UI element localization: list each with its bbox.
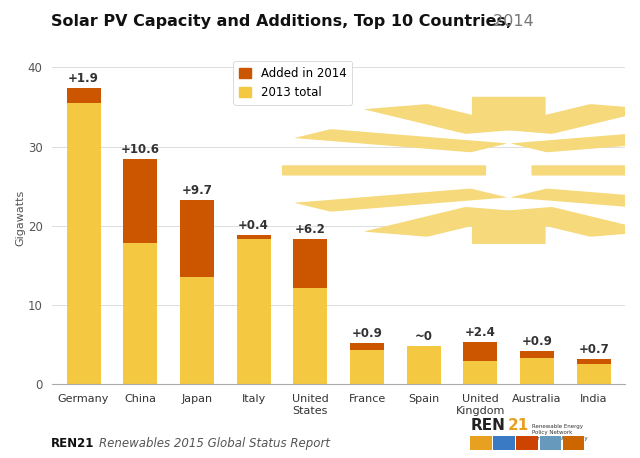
FancyBboxPatch shape [364, 104, 529, 134]
FancyBboxPatch shape [489, 207, 640, 237]
Bar [407, 346, 441, 384]
Text: 21: 21 [508, 418, 529, 433]
FancyBboxPatch shape [472, 97, 546, 125]
Bar [520, 351, 554, 358]
Bar [124, 159, 157, 243]
Text: +6.2: +6.2 [295, 223, 326, 236]
Text: REN21: REN21 [51, 437, 95, 450]
Bar [124, 243, 157, 384]
FancyBboxPatch shape [295, 189, 507, 212]
Bar [350, 343, 384, 350]
Bar [67, 88, 100, 103]
Text: +0.7: +0.7 [579, 343, 609, 356]
FancyBboxPatch shape [511, 129, 640, 152]
Legend: Added in 2014, 2013 total: Added in 2014, 2013 total [234, 61, 352, 104]
Bar [237, 239, 271, 384]
Text: Solar PV Capacity and Additions, Top 10 Countries,: Solar PV Capacity and Additions, Top 10 … [51, 14, 513, 29]
FancyBboxPatch shape [472, 216, 546, 244]
Text: +2.4: +2.4 [465, 326, 496, 339]
Text: +1.9: +1.9 [68, 72, 99, 85]
Bar [293, 239, 327, 289]
Y-axis label: Gigawatts: Gigawatts [15, 190, 25, 246]
Bar [237, 235, 271, 239]
Text: 2014: 2014 [488, 14, 533, 29]
Text: Renewable Energy
Policy Network
for the 21st Century: Renewable Energy Policy Network for the … [532, 424, 588, 441]
Bar [520, 358, 554, 384]
Text: REN: REN [470, 418, 505, 433]
FancyBboxPatch shape [489, 104, 640, 134]
Text: +0.9: +0.9 [351, 327, 383, 340]
Bar [293, 289, 327, 384]
Bar [577, 365, 611, 384]
FancyBboxPatch shape [531, 165, 640, 175]
FancyBboxPatch shape [282, 165, 486, 175]
Bar [180, 200, 214, 277]
Bar [463, 361, 497, 384]
FancyBboxPatch shape [295, 129, 507, 152]
Text: +10.6: +10.6 [121, 143, 160, 156]
Bar [463, 342, 497, 361]
Text: ~0: ~0 [415, 330, 433, 343]
Bar [350, 350, 384, 384]
Text: +9.7: +9.7 [182, 184, 212, 196]
Text: +0.4: +0.4 [238, 219, 269, 232]
FancyBboxPatch shape [364, 207, 529, 237]
Text: +0.9: +0.9 [522, 335, 552, 348]
Text: Renewables 2015 Global Status Report: Renewables 2015 Global Status Report [99, 437, 330, 450]
Bar [180, 277, 214, 384]
Bar [67, 103, 100, 384]
FancyBboxPatch shape [511, 189, 640, 212]
Bar [577, 359, 611, 365]
